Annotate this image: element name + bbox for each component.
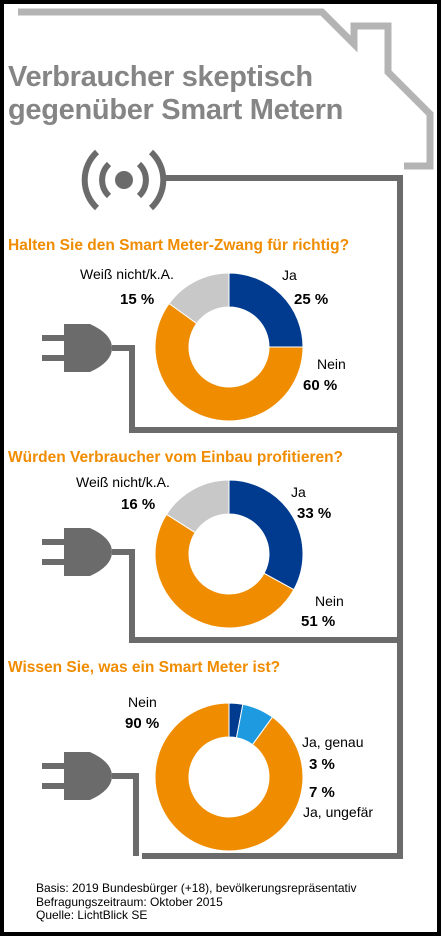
slice-wei-nicht-k-a [168,272,230,325]
value-ja-2: 33 % [297,505,332,522]
plug-icon [42,528,112,576]
infographic: Verbraucher skeptisch gegenüber Smart Me… [4,4,437,932]
cable-1 [112,345,400,433]
slice-nein [154,702,304,852]
donut-chart-1 [154,272,304,422]
value-weiss-nicht-2: 16 % [121,496,156,513]
label-nein-2: Nein [315,593,344,609]
donut-chart-2 [154,479,304,629]
title-line-1: Verbraucher skeptisch [8,61,313,93]
footer-quelle: Quelle: LichtBlick SE [36,908,148,922]
label-weiss-nicht-1: Weiß nicht/k.A. [80,266,174,282]
value-ja-1: 25 % [294,291,329,308]
question-1-title: Halten Sie den Smart Meter-Zwang für ric… [8,237,350,254]
title-line-2: gegenüber Smart Metern [8,94,344,126]
question-2-title: Würden Verbraucher vom Einbau profitiere… [8,449,344,466]
footer-zeitraum: Befragungszeitraum: Oktober 2015 [36,894,223,909]
value-nein-2: 51 % [301,613,336,630]
cable-2 [112,549,400,643]
value-ja-genau-3: 3 % [309,756,335,773]
value-nein-1: 60 % [303,377,338,394]
label-nein-1: Nein [317,356,346,372]
slice-nein [154,302,304,422]
footer-basis: Basis: 2019 Bundesbürger (+18), bevölker… [36,881,357,895]
slice-wei-nicht-k-a [165,479,230,534]
donut-chart-3 [154,702,304,852]
label-nein-3: Nein [128,694,157,710]
label-ja-2: Ja [291,484,306,500]
value-nein-3: 90 % [125,715,160,732]
page-title: Verbraucher skeptisch gegenüber Smart Me… [8,61,343,127]
slice-ja [228,479,304,591]
plug-icon [42,752,112,800]
right-frame-line [142,175,403,859]
question-3-title: Wissen Sie, was ein Smart Meter ist? [8,659,281,676]
label-ja-1: Ja [282,267,297,283]
value-weiss-nicht-1: 15 % [120,291,155,308]
signal-icon [81,149,167,211]
slice-nein [154,513,295,629]
label-weiss-nicht-2: Weiß nicht/k.A. [76,474,170,490]
slice-ja [228,272,304,348]
cable-3 [112,773,139,856]
label-ja-ungefaer-3: Ja, ungefär [303,804,374,820]
label-ja-genau-3: Ja, genau [302,734,364,750]
value-ja-ungefaer-3: 7 % [309,784,335,801]
decoration [18,8,434,859]
house-outline [18,8,434,170]
plug-icon [42,324,112,372]
footer: Basis: 2019 Bundesbürger (+18), bevölker… [36,881,357,923]
